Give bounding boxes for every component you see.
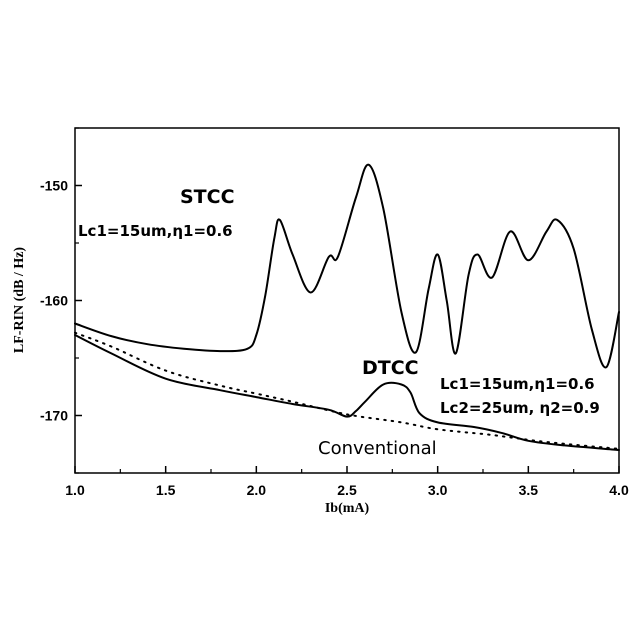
plot-frame — [75, 128, 619, 473]
x-tick-label-4: 3.0 — [428, 482, 448, 498]
x-tick-label-0: 1.0 — [65, 482, 85, 498]
stcc-curve — [75, 165, 619, 368]
x-tick-label-2: 2.0 — [247, 482, 267, 498]
y-axis-label: LF-RIN (dB / Hz) — [12, 247, 27, 354]
dtcc-label: DTCC — [362, 357, 419, 379]
x-tick-label-5: 3.5 — [519, 482, 539, 498]
x-tick-label-1: 1.5 — [156, 482, 176, 498]
y-tick-label-1: -160 — [40, 293, 68, 309]
dtcc-params2-label: Lc2=25um, η2=0.9 — [440, 399, 600, 417]
x-tick-label-3: 2.5 — [337, 482, 357, 498]
x-tick-label-6: 4.0 — [609, 482, 629, 498]
conventional-label: Conventional — [318, 438, 437, 459]
dtcc-params1-label: Lc1=15um,η1=0.6 — [440, 375, 595, 393]
y-tick-label-0: -150 — [40, 178, 68, 194]
stcc-label: STCC — [180, 186, 235, 208]
y-tick-label-2: -170 — [40, 408, 68, 424]
stcc-params-label: Lc1=15um,η1=0.6 — [78, 222, 233, 240]
x-axis-label: Ib(mA) — [325, 501, 370, 516]
